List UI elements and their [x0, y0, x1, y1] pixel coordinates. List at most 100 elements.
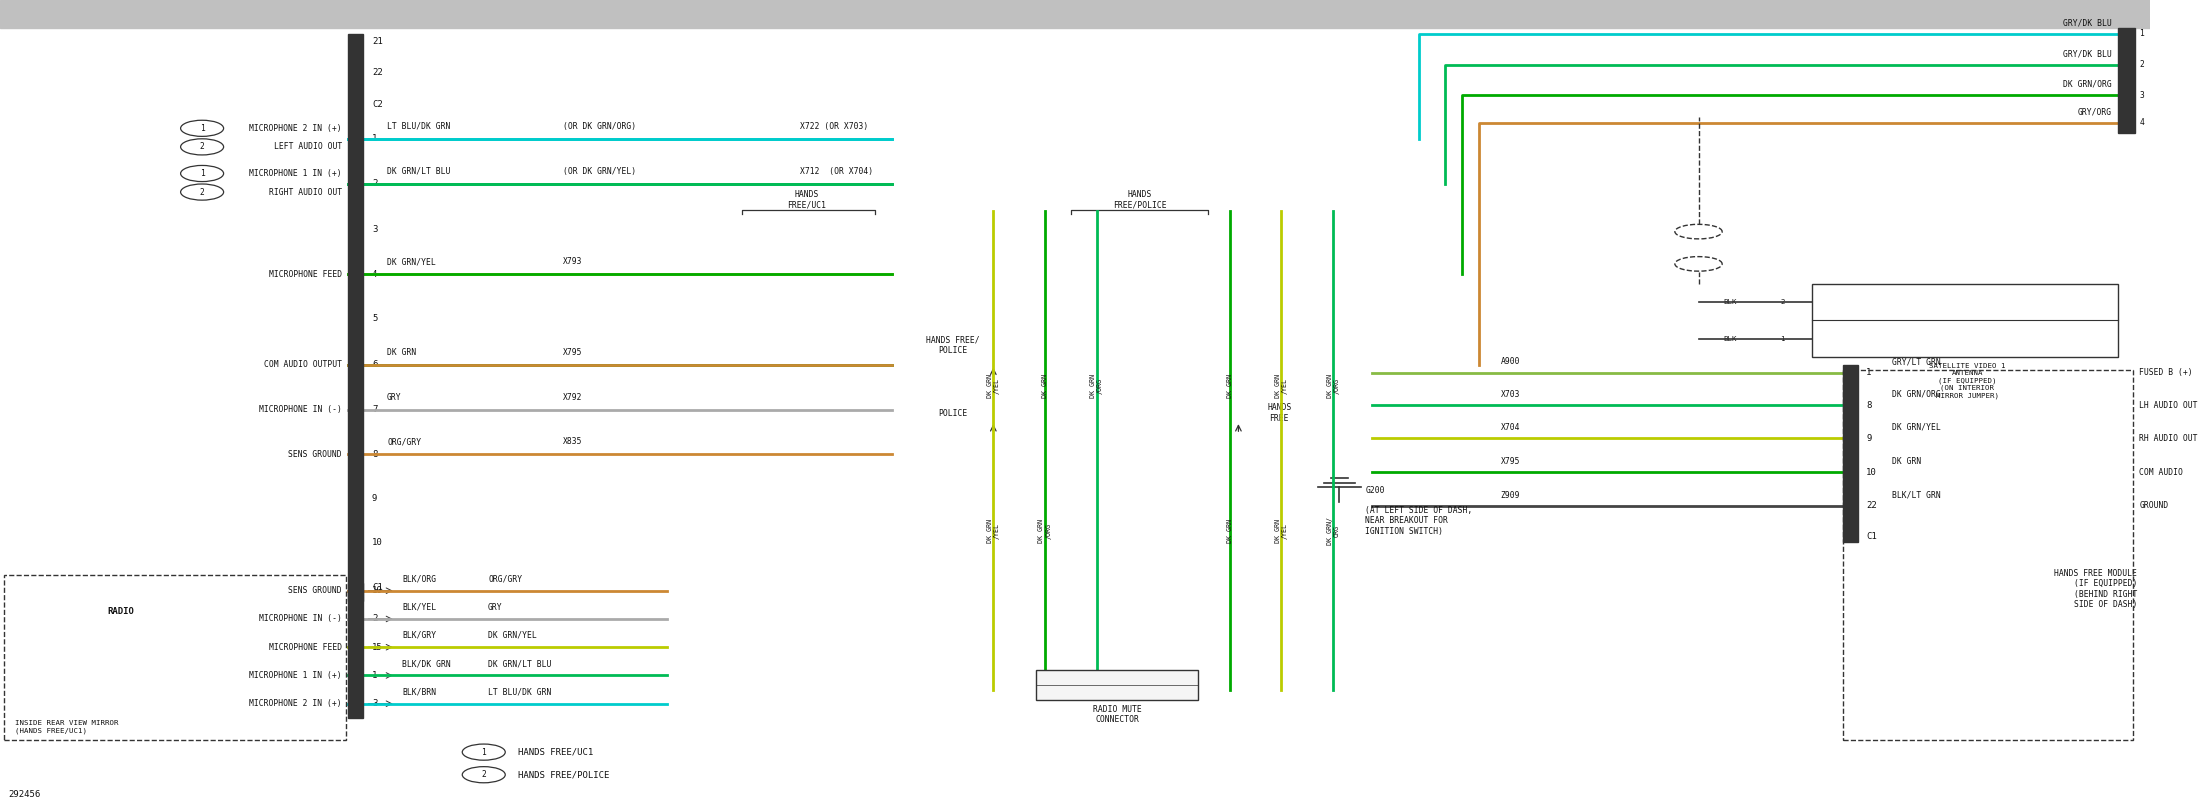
Text: (AT LEFT SIDE OF DASH,
NEAR BREAKOUT FOR
IGNITION SWITCH): (AT LEFT SIDE OF DASH, NEAR BREAKOUT FOR… [1366, 506, 1472, 536]
Text: 8: 8 [372, 449, 378, 459]
Text: DK GRN
/YEL: DK GRN /YEL [1276, 374, 1287, 398]
Text: DK GRN
/YEL: DK GRN /YEL [988, 374, 999, 398]
Text: FUSED B (+): FUSED B (+) [2138, 368, 2193, 378]
Text: RADIO MUTE
CONNECTOR: RADIO MUTE CONNECTOR [1093, 705, 1142, 724]
Text: X722 (OR X703): X722 (OR X703) [801, 122, 869, 131]
Text: POLICE: POLICE [937, 408, 968, 418]
Text: 3: 3 [2138, 90, 2145, 100]
Bar [348, 583, 363, 718]
Text: 1: 1 [200, 169, 205, 178]
Text: DK GRN
/ORG: DK GRN /ORG [1089, 374, 1102, 398]
Bar [1844, 370, 2132, 740]
Text: 8: 8 [1866, 400, 1872, 410]
Text: 1: 1 [372, 134, 378, 144]
Text: X795: X795 [563, 348, 583, 357]
Text: (OR DK GRN/YEL): (OR DK GRN/YEL) [563, 167, 636, 176]
Text: 2: 2 [200, 142, 205, 152]
Text: GRY/ORG: GRY/ORG [2077, 107, 2112, 116]
Text: A900: A900 [1500, 358, 1520, 366]
Text: DK GRN: DK GRN [387, 348, 416, 357]
Text: 1: 1 [1146, 675, 1151, 680]
Text: MICROPHONE 1 IN (+): MICROPHONE 1 IN (+) [249, 169, 341, 178]
Text: MICROPHONE 2 IN (+): MICROPHONE 2 IN (+) [249, 699, 341, 709]
Text: X795: X795 [1500, 457, 1520, 466]
Text: BLK: BLK [1725, 299, 1738, 305]
Text: 2: 2 [372, 614, 378, 624]
Text: 4: 4 [2138, 118, 2145, 128]
Text: DK GRN/YEL: DK GRN/YEL [488, 631, 537, 640]
Text: DK GRN/
ORG: DK GRN/ ORG [1327, 517, 1340, 546]
Text: DK GRN/YEL: DK GRN/YEL [387, 257, 436, 266]
Text: VIDEO ANT SHIELD 1: VIDEO ANT SHIELD 1 [1925, 299, 2006, 305]
Text: DK GRN: DK GRN [1892, 457, 1921, 466]
Text: LT BLU/DK GRN: LT BLU/DK GRN [488, 688, 552, 696]
Text: 1: 1 [2138, 29, 2145, 39]
Text: BLK/YEL: BLK/YEL [403, 603, 436, 612]
Bar [348, 34, 363, 601]
Text: MICROPHONE FEED: MICROPHONE FEED [268, 270, 341, 279]
Text: 9: 9 [372, 494, 378, 504]
Text: BLK/BRN: BLK/BRN [403, 688, 436, 696]
Text: Z909: Z909 [1500, 491, 1520, 500]
Bar [0, 0, 2149, 28]
Text: DK GRN
/YEL: DK GRN /YEL [988, 520, 999, 543]
Text: C2: C2 [372, 100, 383, 110]
Text: LH AUDIO OUT: LH AUDIO OUT [2138, 400, 2198, 410]
Text: COM AUDIO OUTPUT: COM AUDIO OUTPUT [264, 360, 341, 370]
Text: 2: 2 [1102, 675, 1104, 680]
Text: 1: 1 [1780, 336, 1784, 341]
Text: DK GRN/ORG: DK GRN/ORG [2064, 80, 2112, 89]
Text: 10: 10 [372, 537, 383, 547]
Text: 2: 2 [482, 770, 486, 780]
Text: SATELLITE VIDEO 1
ANTENNA
(IF EQUIPPED)
(ON INTERIOR
MIRROR JUMPER): SATELLITE VIDEO 1 ANTENNA (IF EQUIPPED) … [1929, 363, 2006, 399]
Text: 2: 2 [372, 179, 378, 189]
Text: 7: 7 [372, 405, 378, 415]
Text: DK GRN
/ORG: DK GRN /ORG [1327, 374, 1340, 398]
Text: X704: X704 [1500, 423, 1520, 432]
Text: (OR DK GRN/ORG): (OR DK GRN/ORG) [563, 122, 636, 131]
Text: 1: 1 [1866, 368, 1872, 378]
Text: SENS GROUND: SENS GROUND [288, 586, 341, 596]
Text: DK GRN
/YEL: DK GRN /YEL [1276, 520, 1287, 543]
Text: 1: 1 [482, 747, 486, 757]
Text: 5: 5 [372, 314, 378, 324]
Text: DK GRN: DK GRN [1228, 374, 1232, 398]
Bar [4, 575, 345, 740]
Text: 3: 3 [1058, 675, 1063, 680]
Text: 292456: 292456 [9, 790, 42, 799]
Text: RIGHT AUDIO OUT: RIGHT AUDIO OUT [268, 187, 341, 197]
Text: HANDS FREE/
POLICE: HANDS FREE/ POLICE [926, 336, 979, 355]
Text: BLK/GRY: BLK/GRY [403, 631, 436, 640]
Text: 10: 10 [1866, 467, 1877, 477]
Text: ORG/GRY: ORG/GRY [488, 575, 521, 583]
Text: HANDS FREE MODULE
(IF EQUIPPED)
(BEHIND RIGHT
SIDE OF DASH): HANDS FREE MODULE (IF EQUIPPED) (BEHIND … [2055, 569, 2136, 609]
Text: 21: 21 [372, 37, 383, 47]
Text: X835: X835 [563, 437, 583, 446]
Text: ORG/GRY: ORG/GRY [387, 437, 420, 446]
Text: C1: C1 [372, 583, 383, 592]
Text: MICROPHONE FEED: MICROPHONE FEED [268, 642, 341, 652]
Text: LEFT AUDIO OUT: LEFT AUDIO OUT [273, 142, 341, 152]
Text: 15: 15 [372, 642, 383, 652]
Text: COM AUDIO: COM AUDIO [2138, 467, 2182, 477]
Text: BLK/DK GRN: BLK/DK GRN [403, 659, 451, 668]
Text: MICROPHONE 1 IN (+): MICROPHONE 1 IN (+) [249, 671, 341, 680]
Text: G200: G200 [1366, 487, 1384, 495]
Text: 1: 1 [200, 123, 205, 133]
Text: DK GRN/YEL: DK GRN/YEL [1892, 423, 1940, 432]
Text: 2: 2 [2138, 60, 2145, 69]
Text: 2: 2 [1780, 299, 1784, 305]
Text: X703: X703 [1500, 390, 1520, 399]
Text: RADIO: RADIO [108, 607, 134, 616]
Text: 22: 22 [1866, 501, 1877, 511]
Text: BLK/ORG: BLK/ORG [403, 575, 436, 583]
Text: GRY: GRY [488, 603, 502, 612]
Text: MICROPHONE IN (-): MICROPHONE IN (-) [260, 614, 341, 624]
Bar [1036, 670, 1197, 700]
Text: DK GRN/LT BLU: DK GRN/LT BLU [488, 659, 552, 668]
Text: VIDEO ANT SIG 1: VIDEO ANT SIG 1 [1932, 336, 2000, 341]
Text: GRY/DK BLU: GRY/DK BLU [2064, 19, 2112, 27]
Text: X712  (OR X704): X712 (OR X704) [801, 167, 873, 176]
Text: 1: 1 [372, 671, 378, 680]
Text: 3: 3 [372, 225, 378, 235]
